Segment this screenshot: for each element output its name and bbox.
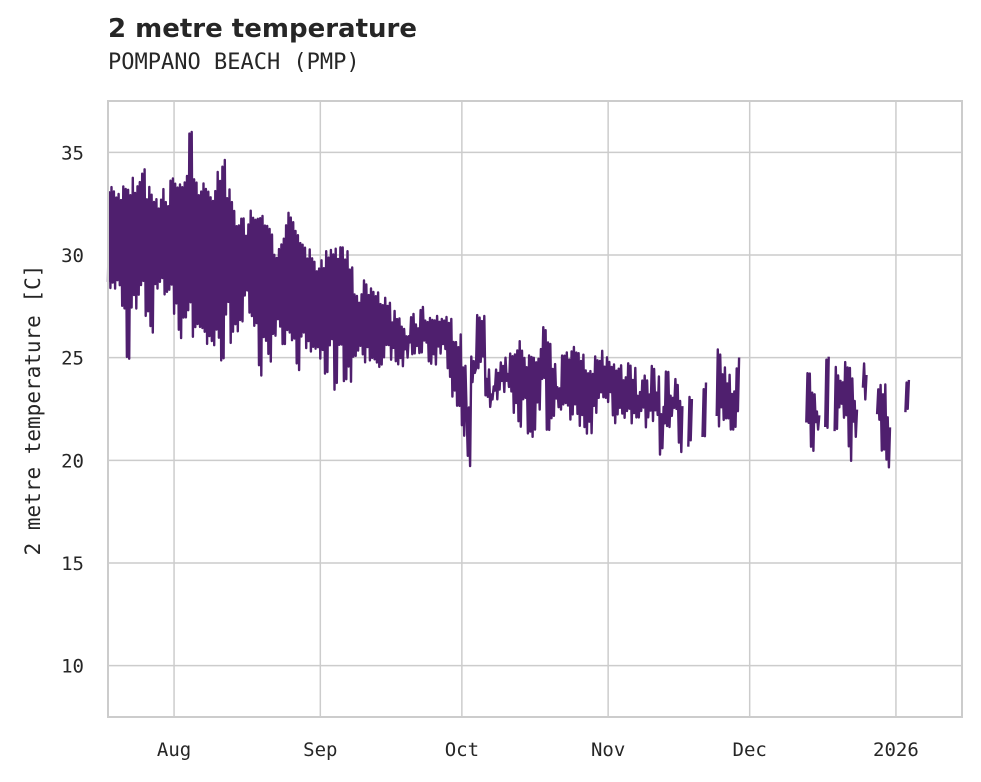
series-temperature [106, 130, 911, 469]
plot-frame [107, 100, 963, 718]
y-axis-label: 2 metre temperature [C] [21, 265, 45, 556]
y-tick-label: 35 [61, 142, 84, 164]
x-tick-label: Nov [591, 739, 625, 761]
x-axis-ticks: Aug Sep Oct Nov Dec 2026 [157, 739, 919, 761]
x-tick-label: 2026 [873, 739, 919, 761]
y-tick-label: 10 [61, 656, 84, 678]
y-tick-label: 30 [61, 245, 84, 267]
y-axis-ticks: 10 15 20 25 30 35 [61, 142, 84, 677]
y-tick-label: 15 [61, 553, 84, 575]
x-tick-label: Oct [445, 739, 479, 761]
y-tick-label: 25 [61, 348, 84, 370]
x-tick-label: Sep [303, 739, 337, 761]
chart-subtitle: POMPANO BEACH (PMP) [108, 50, 360, 75]
y-tick-label: 20 [61, 450, 84, 472]
x-tick-label: Dec [733, 739, 767, 761]
chart-title: 2 metre temperature [108, 14, 417, 44]
x-tick-label: Aug [157, 739, 191, 761]
temperature-line [106, 130, 911, 469]
